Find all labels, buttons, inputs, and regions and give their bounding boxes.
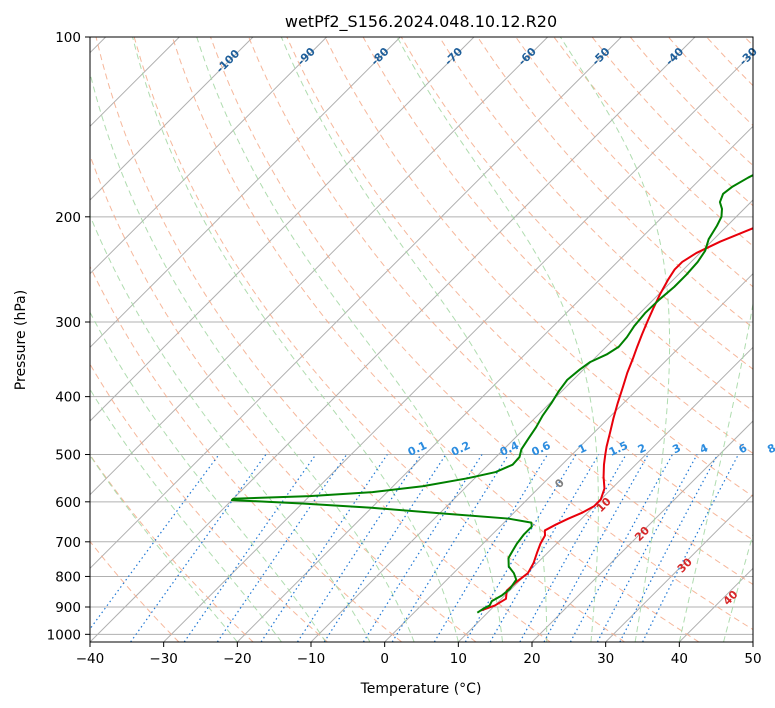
x-tick-label: 0 [380, 651, 389, 667]
dry-adiabat-line [324, 37, 753, 498]
y-axis-label: Pressure (hPa) [13, 290, 29, 390]
dry-adiabat-line [171, 37, 700, 642]
plot-frame [89, 36, 754, 643]
moist-adiabat-line [559, 37, 671, 642]
mixing-ratio-label: 8 [765, 441, 775, 456]
y-tick-label: 500 [55, 448, 81, 464]
moist-adiabat-line [90, 311, 327, 642]
mixing-ratio-line [260, 454, 388, 642]
x-tick-label: −30 [149, 651, 178, 667]
dry-adiabat-line [400, 37, 753, 412]
moist-adiabat-line [396, 37, 599, 642]
x-tick-label: −10 [297, 651, 326, 667]
isotherm-line [90, 37, 401, 349]
isotherm-line [531, 420, 753, 642]
moist-adiabat-line [723, 532, 753, 642]
dry-adiabat-line [286, 37, 753, 541]
y-tick-label: 200 [55, 210, 81, 226]
isotherm-line [90, 37, 475, 422]
x-tick-label: −20 [223, 651, 252, 667]
mixing-ratio-line [183, 454, 317, 642]
mixing-ratio-line [90, 454, 220, 630]
dry-adiabat-line [90, 153, 477, 642]
mixing-ratio-line [391, 454, 510, 642]
isotherm-line [310, 199, 753, 642]
dewpoint-profile-line [230, 174, 753, 614]
mixing-ratio-line [596, 454, 698, 642]
isotherm-line [163, 51, 753, 642]
y-tick-label: 700 [55, 535, 81, 551]
mixing-ratio-line [130, 454, 267, 642]
dry-adiabat-line [362, 37, 753, 455]
dry-adiabat-line [248, 37, 753, 586]
moist-adiabat-line [132, 37, 459, 642]
mixing-ratio-line [362, 454, 483, 642]
mixing-ratio-line [323, 454, 447, 642]
dry-adiabat-line [210, 37, 753, 631]
x-tick-label: 50 [744, 651, 761, 667]
axis-ticks: −40 −30 −20 −10 0 10 20 30 40 50 100 200 300 400 500 60… [47, 30, 762, 667]
isotherm-line [236, 125, 753, 642]
isotherm-line [90, 37, 622, 570]
chart-title: wetPf2_S156.2024.048.10.12.R20 [285, 12, 557, 32]
moist-adiabat-line [90, 454, 238, 642]
moist-adiabat-line [90, 214, 371, 642]
moist-adiabat-line [90, 388, 282, 642]
isotherm-line [457, 346, 753, 642]
moist-adiabat-line [280, 37, 548, 642]
isotherm-line [90, 37, 254, 201]
x-tick-label: 30 [597, 651, 614, 667]
isotherm-line [384, 272, 753, 642]
mixing-ratio-line [489, 454, 600, 642]
y-tick-label: 1000 [47, 627, 81, 643]
x-tick-label: 20 [523, 651, 540, 667]
moist-adiabat-line [90, 71, 415, 642]
dry-adiabat-line [515, 37, 753, 288]
x-tick-label: 40 [671, 651, 688, 667]
mixing-ratio-line [642, 454, 739, 642]
mixing-ratio-line [296, 454, 422, 642]
moist-adiabat-line [678, 301, 753, 642]
isotherm-line [90, 37, 696, 642]
x-axis-label: Temperature (°C) [360, 681, 482, 697]
dry-adiabat-line [439, 37, 753, 370]
y-tick-label: 300 [55, 315, 81, 331]
x-tick-label: −40 [76, 651, 105, 667]
isotherm-line [90, 37, 328, 275]
mixing-ratio-line [619, 454, 719, 642]
isotherm-line [90, 37, 549, 496]
y-tick-label: 600 [55, 495, 81, 511]
temperature-profile-line [480, 227, 753, 612]
dry-adiabat-line [477, 37, 753, 329]
x-tick-label: 10 [450, 651, 467, 667]
y-tick-label: 100 [55, 30, 81, 46]
mixing-ratio-line [216, 454, 348, 642]
y-tick-label: 900 [55, 600, 81, 616]
y-tick-label: 800 [55, 569, 81, 585]
isotherm-line [605, 493, 753, 642]
dry-adiabat-line [90, 363, 328, 642]
profile-lines [230, 174, 753, 614]
dry-adiabat-line [90, 453, 254, 642]
y-tick-label: 400 [55, 390, 81, 406]
